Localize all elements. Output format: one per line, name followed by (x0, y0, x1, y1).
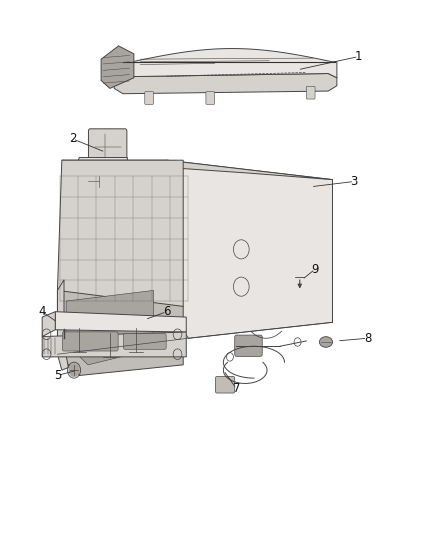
Polygon shape (57, 290, 183, 375)
Polygon shape (55, 312, 186, 332)
Circle shape (68, 364, 80, 377)
Text: 6: 6 (163, 305, 170, 318)
FancyBboxPatch shape (235, 335, 262, 357)
Polygon shape (66, 290, 153, 365)
FancyBboxPatch shape (215, 376, 235, 393)
Text: 8: 8 (364, 332, 371, 345)
Text: 9: 9 (311, 263, 319, 276)
Polygon shape (101, 46, 134, 88)
Polygon shape (166, 160, 332, 338)
Text: 3: 3 (351, 175, 358, 188)
Text: 7: 7 (233, 382, 240, 395)
Text: 4: 4 (39, 305, 46, 318)
FancyBboxPatch shape (206, 92, 215, 104)
Text: 1: 1 (355, 50, 363, 63)
Polygon shape (42, 312, 55, 336)
FancyBboxPatch shape (88, 129, 127, 163)
Ellipse shape (319, 337, 332, 348)
Polygon shape (59, 317, 69, 328)
Polygon shape (42, 332, 186, 357)
Polygon shape (75, 158, 127, 195)
Text: 2: 2 (69, 132, 77, 146)
Polygon shape (57, 280, 68, 370)
Polygon shape (114, 74, 337, 94)
Polygon shape (62, 160, 332, 180)
FancyBboxPatch shape (145, 92, 153, 104)
Polygon shape (114, 49, 337, 82)
Polygon shape (57, 160, 183, 333)
FancyBboxPatch shape (306, 86, 315, 99)
Text: 5: 5 (54, 369, 61, 382)
FancyBboxPatch shape (62, 332, 118, 351)
FancyBboxPatch shape (124, 334, 166, 350)
